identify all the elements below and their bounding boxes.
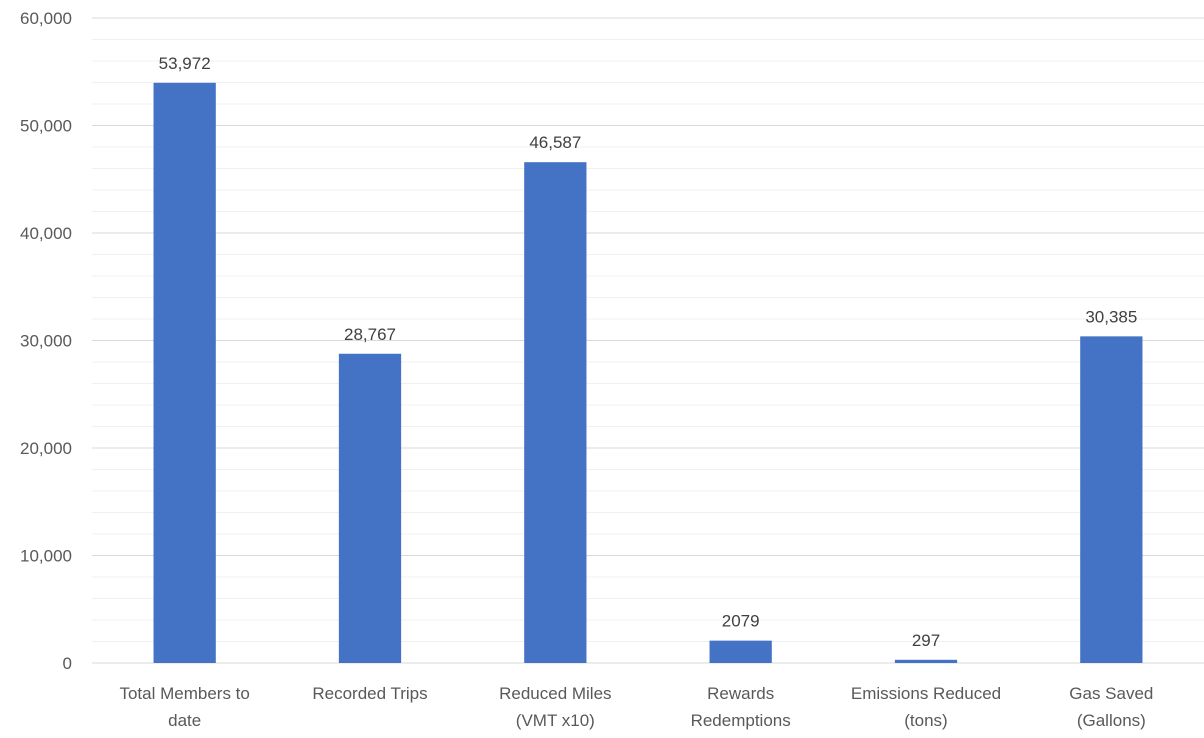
x-category-label-line: (tons) xyxy=(904,711,947,730)
y-tick-label: 50,000 xyxy=(20,117,72,136)
data-labels: 53,972 28,767 46,587 2079 297 30,385 xyxy=(159,54,1138,650)
x-category-label: Recorded Trips xyxy=(312,684,427,703)
x-axis-categories: Total Members to date Recorded Trips Reduce… xyxy=(119,684,1153,730)
y-tick-label: 0 xyxy=(63,654,72,673)
bar xyxy=(709,640,772,663)
x-category-label: Gas Saved (Gallons) xyxy=(1069,684,1153,730)
y-tick-label: 10,000 xyxy=(20,547,72,566)
x-category-label: Rewards Redemptions xyxy=(691,684,791,730)
data-label: 30,385 xyxy=(1085,307,1137,326)
x-category-label-line: Reduced Miles xyxy=(499,684,611,703)
data-label: 53,972 xyxy=(159,54,211,73)
grid-lines xyxy=(92,17,1204,664)
data-label: 297 xyxy=(912,631,940,650)
y-tick-label: 40,000 xyxy=(20,224,72,243)
y-tick-label: 60,000 xyxy=(20,9,72,28)
x-category-label-line: Redemptions xyxy=(691,711,791,730)
x-category-label-line: Emissions Reduced xyxy=(851,684,1001,703)
x-category-label: Reduced Miles (VMT x10) xyxy=(499,684,611,730)
data-label: 2079 xyxy=(722,612,760,631)
bar xyxy=(1080,336,1143,663)
bar xyxy=(894,659,958,663)
x-category-label: Emissions Reduced (tons) xyxy=(851,684,1001,730)
bar xyxy=(153,82,216,663)
bar xyxy=(524,162,587,663)
bars xyxy=(153,82,1143,663)
x-category-label-line: Gas Saved xyxy=(1069,684,1153,703)
x-category-label-line: Rewards xyxy=(707,684,774,703)
x-category-label-line: Total Members to xyxy=(119,684,249,703)
data-label: 28,767 xyxy=(344,325,396,344)
y-axis-ticks: 0 10,000 20,000 30,000 40,000 50,000 60,000 xyxy=(20,9,72,673)
x-category-label-line: date xyxy=(168,711,201,730)
x-category-label-line: (Gallons) xyxy=(1077,711,1146,730)
x-category-label: Total Members to date xyxy=(119,684,249,730)
bar xyxy=(338,353,402,663)
x-category-label-line: Recorded Trips xyxy=(312,684,427,703)
x-category-label-line: (VMT x10) xyxy=(516,711,595,730)
y-tick-label: 30,000 xyxy=(20,332,72,351)
data-label: 46,587 xyxy=(529,133,581,152)
y-tick-label: 20,000 xyxy=(20,439,72,458)
